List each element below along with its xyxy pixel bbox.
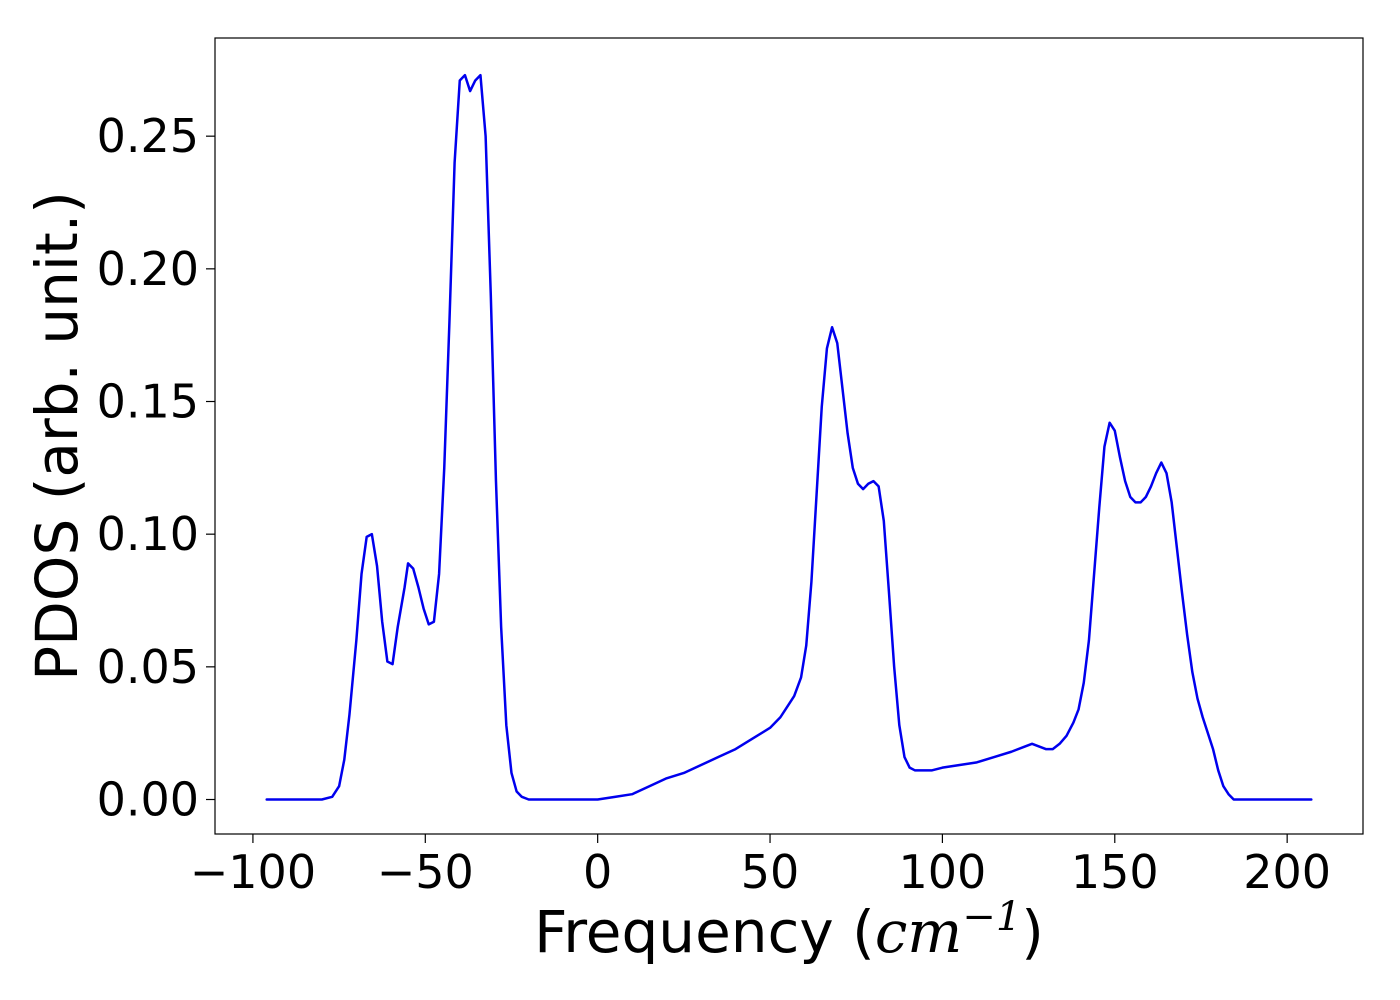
y-tick-label: 0.00 [97, 773, 199, 827]
x-axis-label-text: Frequency [534, 898, 834, 966]
x-tick-label: 50 [741, 845, 800, 899]
x-axis-ticks: −100 −50 0 50 100 150 200 [190, 834, 1331, 899]
y-axis-ticks: 0.00 0.05 0.10 0.15 0.20 0.25 [97, 109, 215, 827]
y-tick-label: 0.05 [97, 640, 199, 694]
y-tick-label: 0.15 [97, 375, 199, 429]
pdos-series-line [265, 73, 1313, 801]
x-axis-label-exponent: −1 [962, 894, 1021, 940]
x-tick-label: 0 [583, 845, 612, 899]
x-axis-label-unit: cm [875, 898, 962, 966]
y-tick-label: 0.10 [97, 507, 199, 561]
x-tick-label: −50 [377, 845, 474, 899]
x-tick-label: 200 [1243, 845, 1331, 899]
x-tick-label: −100 [190, 845, 316, 899]
y-axis-label: PDOS (arb. unit.) [23, 191, 91, 681]
x-axis-label: Frequency (cm−1) [534, 894, 1044, 966]
plot-frame [214, 37, 1364, 835]
x-tick-label: 150 [1071, 845, 1159, 899]
plot-area [215, 38, 1363, 834]
x-tick-label: 100 [899, 845, 987, 899]
y-tick-label: 0.25 [97, 109, 199, 163]
y-tick-label: 0.20 [97, 242, 199, 296]
